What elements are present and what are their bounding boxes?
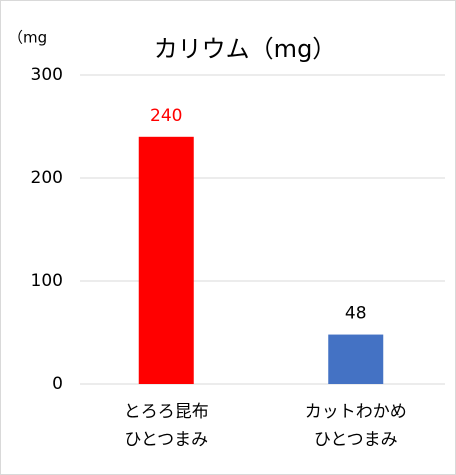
x-tick-label: カットわかめひとつまみ [305,402,407,450]
y-unit-label: （mg [8,29,47,47]
value-label: 240 [150,106,182,126]
chart-title: カリウム（mg） [154,35,337,63]
x-tick-label: とろろ昆布ひとつまみ [124,402,209,450]
y-tick-label: 0 [52,374,63,394]
y-tick-label: 100 [31,271,63,291]
bar [138,136,194,384]
bar [328,334,384,384]
value-label: 48 [345,304,367,324]
y-tick-label: 200 [31,168,63,188]
y-tick-label: 300 [31,65,63,85]
